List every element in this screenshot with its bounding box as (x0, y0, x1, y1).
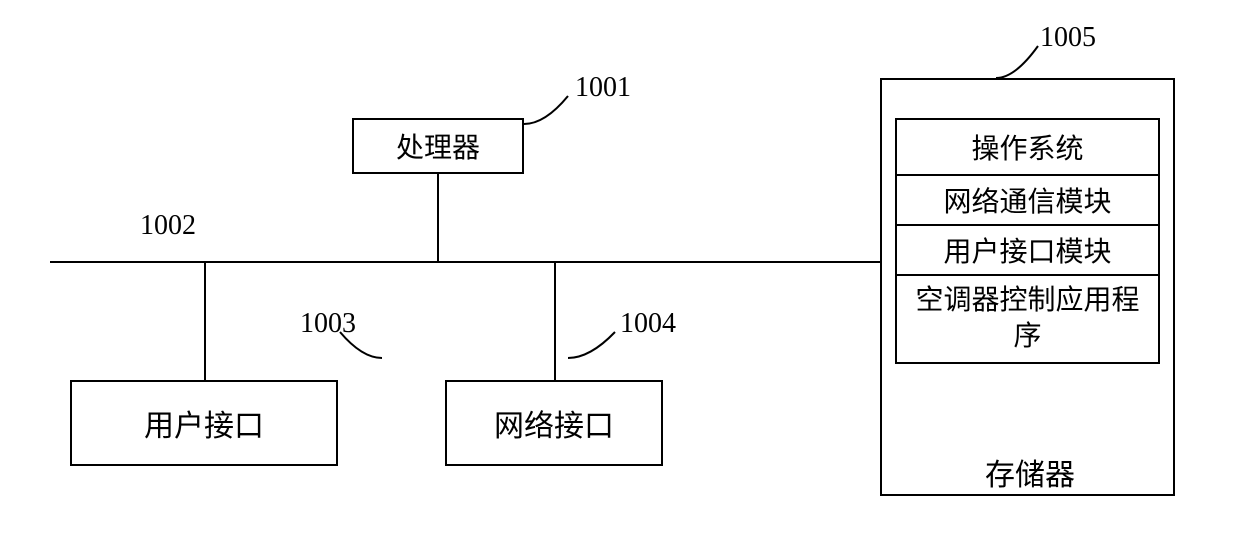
memory-inner-netcomm-label: 网络通信模块 (943, 180, 1111, 220)
leader-1004 (560, 322, 625, 362)
ref-1003: 1003 (300, 308, 356, 340)
memory-bottom-label: 存储器 (985, 450, 1075, 494)
processor-connector (437, 174, 439, 262)
memory-inner-container: 操作系统 网络通信模块 用户接口模块 空调器控制应用程序 (895, 118, 1160, 364)
user-interface-ref: 1002 (140, 210, 196, 242)
user-interface-box: 用户接口 (70, 380, 338, 466)
user-interface-label: 用户接口 (144, 401, 264, 445)
processor-leader (520, 88, 580, 133)
processor-box: 处理器 (352, 118, 524, 174)
network-interface-connector (554, 262, 556, 380)
processor-label: 处理器 (396, 126, 480, 166)
memory-ref: 1005 (1040, 22, 1096, 54)
memory-inner-userif: 用户接口模块 (895, 226, 1160, 276)
memory-inner-os: 操作系统 (895, 118, 1160, 176)
user-interface-connector (204, 262, 206, 380)
ref-1004: 1004 (620, 308, 676, 340)
memory-inner-app-label: 空调器控制应用程序 (903, 283, 1152, 356)
bus-line (50, 261, 880, 263)
memory-inner-app: 空调器控制应用程序 (895, 276, 1160, 364)
network-interface-box: 网络接口 (445, 380, 663, 466)
memory-inner-os-label: 操作系统 (971, 127, 1083, 167)
memory-inner-netcomm: 网络通信模块 (895, 176, 1160, 226)
memory-leader (990, 38, 1045, 83)
processor-ref: 1001 (575, 72, 631, 104)
network-interface-label: 网络接口 (494, 401, 614, 445)
memory-inner-userif-label: 用户接口模块 (943, 230, 1111, 270)
